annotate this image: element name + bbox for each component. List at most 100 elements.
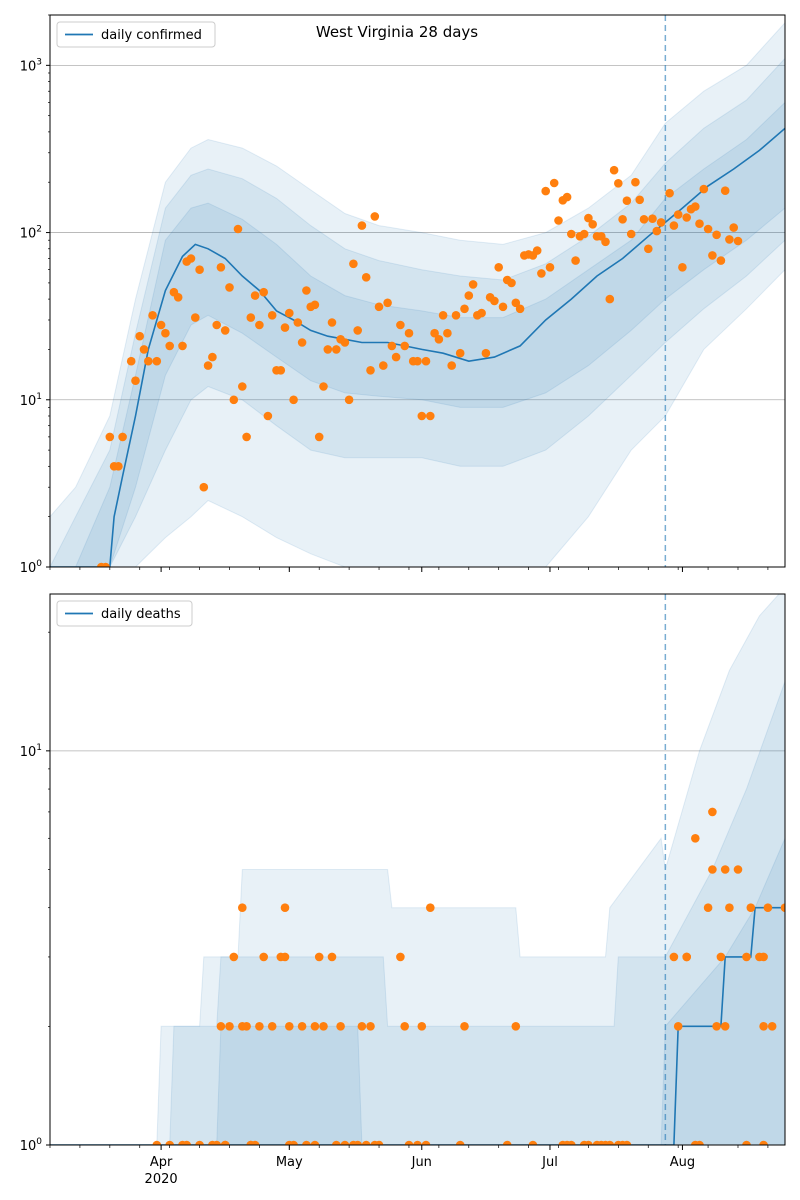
confirmed-observed-point [618, 215, 627, 224]
confirmed-observed-point [114, 462, 123, 471]
confirmed-observed-point [246, 313, 256, 322]
confirmed-observed-point [725, 235, 734, 244]
confirmed-observed-point [656, 218, 666, 227]
confirmed-observed-point [280, 323, 290, 332]
confirmed-observed-point [361, 273, 371, 282]
deaths-observed-point [195, 1140, 204, 1145]
confirmed-observed-point [703, 224, 713, 234]
confirmed-observed-point [396, 320, 405, 330]
deaths-legend-label: daily deaths [101, 607, 181, 622]
confirmed-observed-point [567, 229, 576, 239]
confirmed-observed-point [682, 213, 691, 222]
deaths-observed-point [746, 903, 756, 912]
confirmed-observed-point [605, 294, 615, 304]
confirmed-observed-point [507, 278, 516, 288]
confirmed-observed-point [370, 212, 380, 221]
confirmed-observed-point [216, 263, 226, 272]
confirmed-observed-point [678, 263, 687, 272]
confirmed-legend-label: daily confirmed [101, 28, 202, 43]
deaths-observed-point [759, 1022, 768, 1031]
deaths-observed-point [695, 1140, 704, 1145]
confirmed-observed-point [242, 432, 251, 442]
deaths-observed-point [297, 1022, 307, 1031]
confirmed-observed-point [639, 215, 649, 224]
deaths-observed-point [216, 1022, 226, 1031]
deaths-x-tick-label: Jun [411, 1155, 432, 1170]
deaths-observed-point [528, 1140, 538, 1145]
confirmed-observed-point [289, 395, 298, 405]
confirmed-observed-point [468, 280, 478, 289]
deaths-observed-point [250, 1140, 260, 1145]
figure-title: West Virginia 28 days [316, 23, 478, 41]
deaths-observed-point [720, 865, 730, 874]
confirmed-observed-point [263, 411, 273, 421]
deaths-observed-point [212, 1140, 221, 1145]
confirmed-observed-point [648, 214, 657, 223]
deaths-observed-point [712, 1022, 721, 1031]
deaths-observed-point [742, 952, 751, 962]
confirmed-observed-point [481, 348, 491, 358]
confirmed-observed-point [430, 328, 439, 338]
confirmed-band-1 [50, 21, 785, 567]
deaths-observed-point [605, 1140, 615, 1145]
confirmed-observed-point [417, 411, 427, 421]
confirmed-observed-point [460, 304, 469, 314]
confirmed-observed-point [233, 224, 243, 234]
deaths-observed-point [759, 952, 768, 962]
confirmed-observed-point [156, 320, 166, 330]
confirmed-observed-point [652, 226, 662, 236]
deaths-observed-point [400, 1022, 410, 1031]
confirmed-axes-frame [49, 14, 786, 568]
deaths-observed-point [332, 1140, 341, 1145]
deaths-observed-point [152, 1140, 162, 1145]
deaths-observed-point [708, 865, 717, 874]
confirmed-observed-point [161, 328, 170, 338]
confirmed-observed-point [229, 395, 239, 405]
deaths-x-tick-label: Apr [150, 1155, 173, 1170]
deaths-observed-point [289, 1140, 298, 1145]
deaths-plot-area [50, 594, 785, 1145]
deaths-x-tick-label: Aug [670, 1155, 695, 1170]
deaths-observed-point [242, 1022, 251, 1031]
deaths-observed-point [340, 1140, 350, 1145]
confirmed-observed-point [498, 302, 508, 312]
deaths-observed-point [314, 952, 324, 962]
confirmed-observed-point [152, 356, 162, 366]
deaths-observed-point [502, 1140, 512, 1145]
confirmed-observed-point [148, 311, 157, 320]
confirmed-observed-point [332, 345, 341, 354]
deaths-observed-point [259, 952, 269, 962]
confirmed-observed-point [609, 165, 619, 175]
confirmed-observed-point [267, 311, 277, 320]
confirmed-observed-point [537, 269, 546, 278]
deaths-observed-point [319, 1022, 328, 1031]
deaths-observed-point [417, 1022, 427, 1031]
confirmed-observed-point [259, 287, 269, 297]
confirmed-observed-point [319, 382, 328, 391]
confirmed-observed-point [139, 345, 149, 354]
confirmed-observed-point [379, 361, 388, 370]
confirmed-observed-point [673, 210, 683, 219]
confirmed-observed-point [203, 361, 213, 370]
confirmed-observed-point [118, 432, 127, 442]
confirmed-observed-point [635, 195, 644, 205]
confirmed-observed-point [421, 356, 431, 366]
confirmed-observed-point [601, 237, 610, 247]
deaths-observed-point [780, 903, 785, 912]
confirmed-observed-point [413, 356, 422, 366]
deaths-observed-point [353, 1140, 362, 1145]
confirmed-observed-point [404, 328, 414, 338]
confirmed-observed-point [712, 230, 721, 240]
confirmed-observed-point [387, 341, 397, 351]
deaths-observed-point [229, 952, 239, 962]
deaths-observed-point [759, 1140, 768, 1145]
confirmed-observed-point [135, 331, 144, 341]
confirmed-observed-point [699, 184, 709, 194]
confirmed-observed-point [208, 352, 217, 362]
confirmed-observed-point [665, 188, 674, 198]
confirmed-band-2 [50, 57, 785, 567]
deaths-observed-point [361, 1140, 371, 1145]
confirmed-observed-point [199, 482, 209, 492]
